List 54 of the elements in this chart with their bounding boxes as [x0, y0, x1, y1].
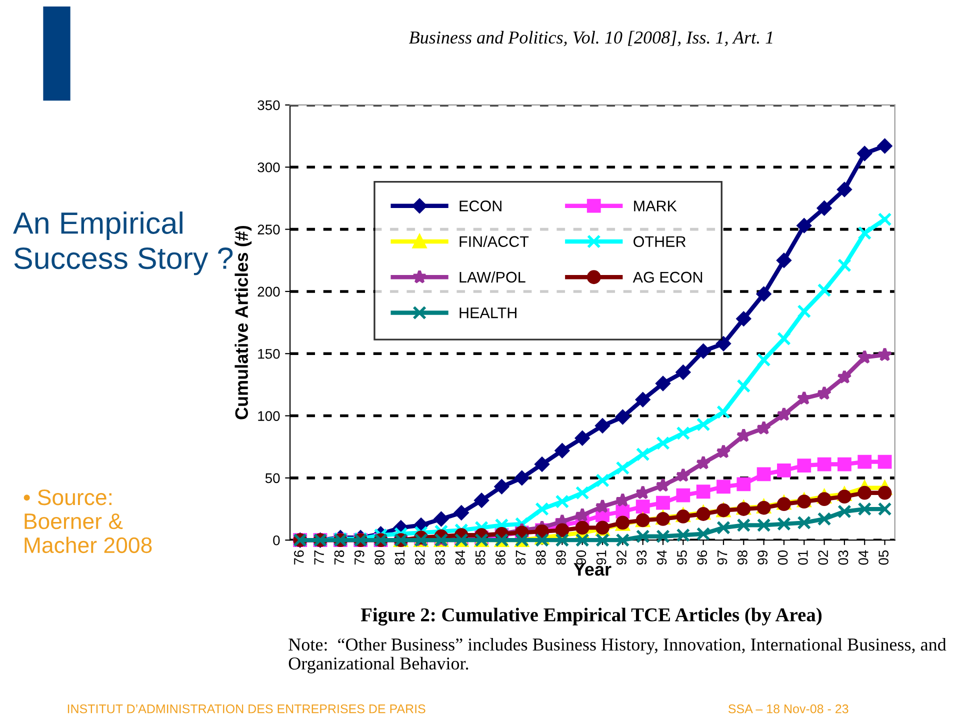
- x-tick-label: 02: [818, 550, 828, 565]
- y-tick-label: 200: [258, 286, 280, 297]
- legend-label: MARK: [634, 200, 677, 212]
- y-tick-label: 100: [258, 411, 280, 421]
- legend-label: AG ECON: [632, 272, 702, 283]
- x-axis-title: Year: [574, 563, 612, 576]
- x-tick-label: 00: [778, 550, 788, 565]
- text: An Empirical Success Story ?: [13, 212, 233, 276]
- x-tick-label: 86: [496, 550, 506, 565]
- x-tick-label: 91: [596, 550, 606, 565]
- text: Business and Politics, Vol. 10 [2008], Iss. 1, Art. 1: [408, 30, 772, 46]
- x-tick-label: 93: [636, 550, 647, 565]
- x-tick-label: 82: [414, 550, 425, 565]
- legend-label: HEALTH: [460, 308, 516, 318]
- x-tick-label: 03: [838, 550, 848, 565]
- legend-label: ECON: [460, 200, 502, 212]
- y-tick-label: 300: [258, 162, 280, 172]
- x-tick-label: 76: [294, 550, 304, 565]
- y-tick-label: 50: [265, 473, 280, 484]
- text: Note: “Other Business” includes Business History, Innovation, International Business, and Organizational Behavior.: [288, 638, 946, 674]
- x-tick-label: 97: [717, 550, 728, 565]
- x-tick-label: 96: [697, 550, 708, 565]
- x-tick-label: 90: [576, 550, 586, 565]
- x-tick-label: 01: [798, 550, 808, 565]
- x-tick-label: 89: [556, 550, 566, 565]
- x-tick-label: 81: [394, 550, 405, 565]
- x-tick-label: 83: [435, 550, 445, 565]
- x-tick-label: 77: [314, 550, 324, 565]
- x-tick-label: 99: [758, 550, 768, 565]
- y-tick-label: 350: [258, 100, 280, 110]
- text: • Source: Boerner & Macher 2008: [24, 489, 152, 554]
- x-tick-label: 95: [677, 550, 687, 565]
- y-tick-label: 0: [273, 535, 280, 546]
- x-tick-label: 80: [374, 550, 384, 565]
- legend-label: OTHER: [634, 236, 686, 247]
- x-tick-label: 94: [656, 550, 667, 565]
- text: INSTITUT D’ADMINISTRATION DES ENTREPRISES DE PARIS: [68, 704, 426, 714]
- x-tick-label: 78: [334, 550, 344, 565]
- x-tick-label: 98: [738, 550, 748, 565]
- legend-label: FIN/ACCT: [460, 236, 529, 247]
- y-tick-label: 250: [258, 224, 280, 234]
- x-tick-label: 87: [516, 550, 526, 565]
- x-tick-label: 79: [354, 550, 364, 565]
- text: SSA – 18 Nov-08 - 23: [728, 704, 848, 714]
- y-axis-title: Cumulative Articles (#): [234, 226, 252, 420]
- y-tick-label: 150: [258, 348, 280, 359]
- legend-label: LAW/POL: [460, 271, 526, 283]
- x-tick-label: 84: [455, 550, 466, 565]
- text: Figure 2: Cumulative Empirical TCE Articles (by Area): [360, 608, 822, 626]
- x-tick-label: 04: [858, 550, 868, 565]
- x-tick-label: 05: [878, 550, 888, 565]
- x-tick-label: 85: [475, 550, 486, 565]
- x-tick-label: 88: [536, 550, 546, 565]
- x-tick-label: 92: [616, 550, 626, 565]
